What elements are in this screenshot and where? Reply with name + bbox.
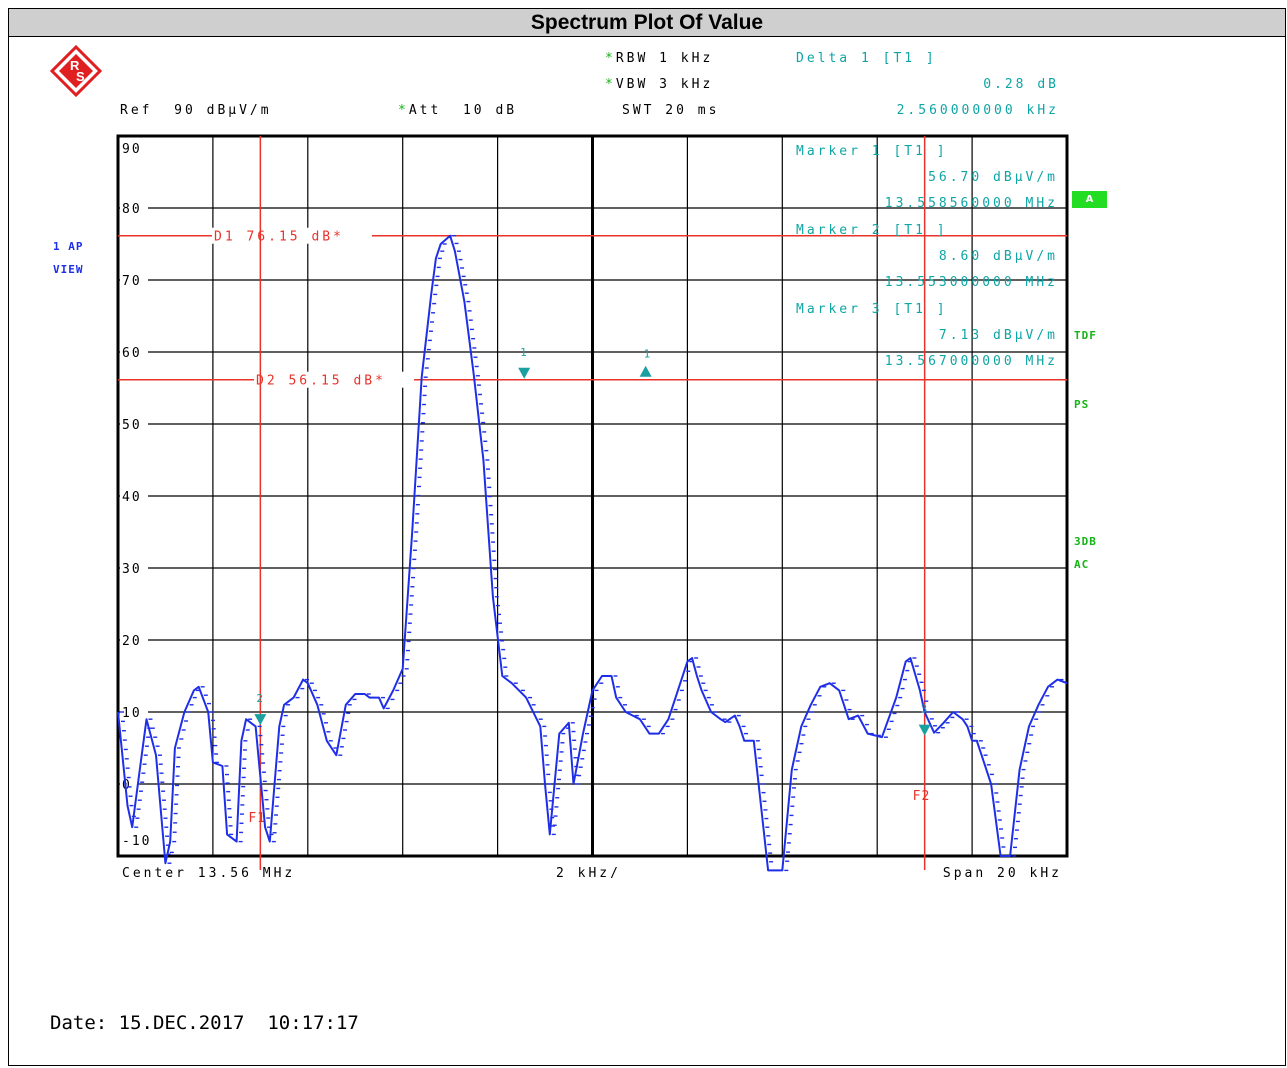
y-tick-label: 20 bbox=[122, 634, 142, 649]
y-tick-bg bbox=[120, 560, 148, 576]
y-tick-bg bbox=[120, 488, 148, 504]
page-title: Spectrum Plot Of Value bbox=[9, 9, 1285, 37]
y-tick-label: 50 bbox=[122, 418, 142, 433]
delta-marker-value: 0.28 dB bbox=[983, 77, 1059, 92]
division-label: 2 kHz/ bbox=[556, 866, 621, 881]
y-tick-label: 30 bbox=[122, 562, 142, 577]
3db-label: 3DB bbox=[1074, 535, 1097, 548]
marker-2-freq: 13.553000000 MHz bbox=[885, 275, 1058, 290]
trace-view-label: VIEW bbox=[53, 263, 84, 276]
y-tick-label: 70 bbox=[122, 274, 142, 289]
marker-1-id: 1 bbox=[520, 346, 527, 359]
plot-grid bbox=[116, 134, 1069, 858]
marker-3-level: 7.13 dBµV/m bbox=[939, 328, 1058, 343]
ref-level-readout: Ref 90 dBµV/m bbox=[120, 103, 272, 118]
marker-info-panel: Marker 1 [T1 ] 56.70 dBµV/m 13.558560000 M… bbox=[796, 144, 1058, 369]
vbw-readout: *VBW 3 kHz bbox=[605, 77, 714, 92]
y-tick-bg bbox=[120, 344, 148, 360]
marker-symbols: 1 2 3 1 bbox=[254, 346, 931, 736]
y-tick-label: 60 bbox=[122, 346, 142, 361]
star-icon: * bbox=[398, 103, 409, 118]
date-stamp: Date: 15.DEC.2017 10:17:17 bbox=[50, 1012, 359, 1034]
y-tick-label: 90 bbox=[122, 142, 142, 157]
marker-1-freq: 13.558560000 MHz bbox=[885, 196, 1058, 211]
display-lines: D1 76.15 dB* D2 56.15 dB* F1 F2 bbox=[118, 136, 1067, 870]
swt-readout: SWT 20 ms bbox=[622, 103, 720, 118]
svg-text:R: R bbox=[70, 58, 80, 73]
star-icon: * bbox=[605, 51, 616, 66]
y-tick-label: 10 bbox=[122, 706, 142, 721]
star-icon: * bbox=[605, 77, 616, 92]
trace-line bbox=[117, 234, 1068, 872]
y-tick-bg bbox=[120, 632, 148, 648]
marker-3-symbol bbox=[918, 724, 931, 736]
y-tick-bg bbox=[120, 200, 148, 216]
ps-label: PS bbox=[1074, 398, 1090, 411]
marker-3-freq: 13.567000000 MHz bbox=[885, 354, 1058, 369]
y-tick-bg bbox=[120, 704, 148, 720]
display-line-label-bg bbox=[254, 371, 414, 388]
rohde-schwarz-logo: R S bbox=[50, 45, 102, 97]
marker-1-label: Marker 1 [T1 ] bbox=[796, 144, 948, 159]
y-tick-label: -10 bbox=[122, 834, 151, 849]
marker-2-label: Marker 2 [T1 ] bbox=[796, 223, 948, 238]
delta-marker-symbol bbox=[639, 365, 652, 377]
trace-mode-label: 1 AP bbox=[53, 240, 84, 253]
delta-marker-label: Delta 1 [T1 ] bbox=[796, 51, 937, 66]
span-label: Span 20 kHz bbox=[943, 866, 1062, 881]
y-tick-label: 40 bbox=[122, 490, 142, 505]
frequency-line-label-f2: F2 bbox=[913, 789, 931, 804]
frequency-line-label-f1: F1 bbox=[248, 811, 266, 826]
marker-1-symbol bbox=[518, 367, 531, 379]
svg-text:S: S bbox=[76, 69, 85, 84]
tdf-label: TDF bbox=[1074, 329, 1097, 342]
y-tick-bg bbox=[120, 416, 148, 432]
trace-a-badge: A bbox=[1072, 191, 1107, 208]
marker-3-id: 3 bbox=[921, 703, 928, 716]
marker-2-level: 8.60 dBµV/m bbox=[939, 249, 1058, 264]
display-line-label-bg bbox=[212, 227, 372, 244]
display-line-label-d1: D1 76.15 dB* bbox=[214, 230, 344, 245]
rbw-readout: *RBW 1 kHz bbox=[605, 51, 714, 66]
marker-2-symbol bbox=[254, 714, 267, 726]
report-frame bbox=[8, 8, 1286, 1066]
x-axis-footer: Center 13.56 MHz 2 kHz/Span 20 kHz bbox=[122, 866, 1062, 881]
delta-marker-id: 1 bbox=[644, 348, 651, 361]
delta-marker-freq: 2.560000000 kHz bbox=[896, 103, 1059, 118]
display-line-label-d2: D2 56.15 dB* bbox=[256, 374, 386, 389]
y-tick-label: 80 bbox=[122, 202, 142, 217]
center-frequency-label: Center 13.56 MHz bbox=[122, 866, 295, 881]
attenuation-readout: *Att 10 dB bbox=[398, 103, 518, 118]
ac-label: AC bbox=[1074, 558, 1090, 571]
trace-1 bbox=[117, 234, 1068, 872]
marker-3-label: Marker 3 [T1 ] bbox=[796, 302, 948, 317]
y-tick-bg bbox=[120, 272, 148, 288]
marker-1-level: 56.70 dBµV/m bbox=[928, 170, 1058, 185]
marker-2-id: 2 bbox=[256, 692, 263, 705]
